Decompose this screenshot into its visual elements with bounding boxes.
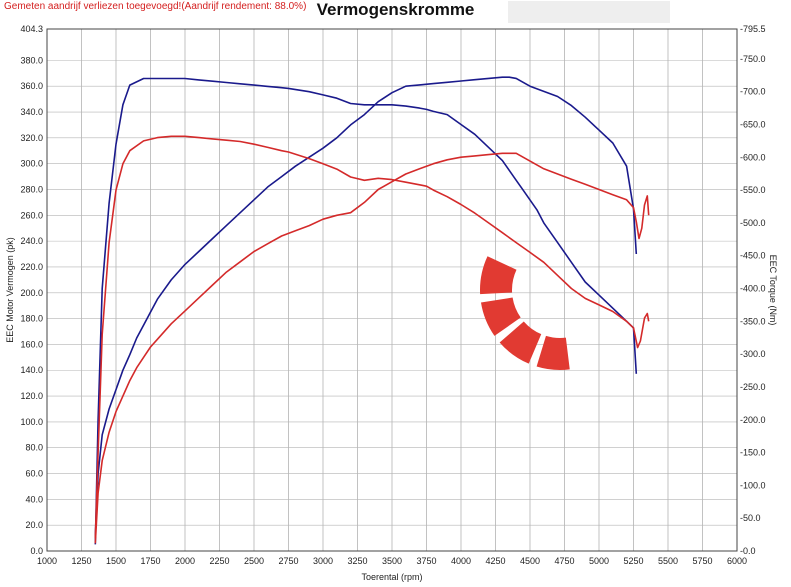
- stock-power-curve: [94, 152, 650, 544]
- y-tick-label-left: 100.0: [20, 417, 43, 427]
- y-tick-label-right: -750.0: [740, 54, 766, 64]
- y-tick-label-left: 380.0: [20, 55, 43, 65]
- y-tick-label-right: -700.0: [740, 87, 766, 97]
- y-tick-label-left: 200.0: [20, 288, 43, 298]
- y-tick-label-right: -650.0: [740, 119, 766, 129]
- y-tick-label-right: -500.0: [740, 218, 766, 228]
- y-tick-label-left: 240.0: [20, 236, 43, 246]
- y-tick-label-right: -0.0: [740, 546, 756, 556]
- logo-segment: [480, 297, 521, 336]
- logo-segment: [536, 335, 570, 370]
- y-tick-label-right: -550.0: [740, 185, 766, 195]
- chart-title: Vermogenskromme: [316, 0, 475, 19]
- x-tick-label: 5250: [623, 556, 643, 566]
- x-tick-label: 2000: [175, 556, 195, 566]
- x-tick-label: 4000: [451, 556, 471, 566]
- x-tick-label: 2500: [244, 556, 264, 566]
- y-tick-label-right: -450.0: [740, 251, 766, 261]
- y-tick-label-left: 300.0: [20, 159, 43, 169]
- plot-frame: [46, 28, 738, 552]
- x-tick-label: 5000: [589, 556, 609, 566]
- grid: [46, 28, 738, 552]
- y-tick-label-right: -200.0: [740, 415, 766, 425]
- x-axis-label: Toerental (rpm): [361, 572, 422, 582]
- x-tick-label: 6000: [727, 556, 747, 566]
- tuned-torque-curve: [94, 77, 638, 545]
- y-tick-label-right: -50.0: [740, 513, 761, 523]
- x-tick-label: 2750: [278, 556, 298, 566]
- y-tick-label-left: 260.0: [20, 210, 43, 220]
- x-tick-label: 4750: [554, 556, 574, 566]
- y-tick-label-left: 20.0: [25, 520, 43, 530]
- y-tick-label-right: -300.0: [740, 349, 766, 359]
- y-tick-label-right: -795.5: [740, 24, 766, 34]
- y-tick-label-left: 340.0: [20, 107, 43, 117]
- y-tick-label-left: 0.0: [30, 546, 43, 556]
- tuner-logo-icon: [480, 256, 570, 370]
- x-tick-label: 3500: [382, 556, 402, 566]
- logo-segment: [480, 256, 517, 295]
- x-tick-label: 5750: [692, 556, 712, 566]
- header-panel: [508, 1, 670, 23]
- y-tick-label-right: -350.0: [740, 316, 766, 326]
- x-tick-label: 3250: [347, 556, 367, 566]
- curves: [94, 76, 650, 545]
- y-tick-label-left: 120.0: [20, 391, 43, 401]
- y-tick-label-right: -600.0: [740, 152, 766, 162]
- y-tick-label-left: 280.0: [20, 184, 43, 194]
- x-tick-label: 1250: [71, 556, 91, 566]
- y-tick-label-left: 80.0: [25, 443, 43, 453]
- y-tick-label-right: -400.0: [740, 284, 766, 294]
- x-tick-label: 2250: [209, 556, 229, 566]
- y-axis-label-left: EEC Motor Vermogen (pk): [5, 237, 15, 343]
- x-tick-label: 3000: [313, 556, 333, 566]
- stock-torque-curve: [94, 135, 650, 538]
- y-tick-label-left: 220.0: [20, 262, 43, 272]
- y-tick-label-right: -250.0: [740, 382, 766, 392]
- x-tick-label: 5500: [658, 556, 678, 566]
- x-tick-label: 1750: [140, 556, 160, 566]
- y-tick-label-right: -100.0: [740, 480, 766, 490]
- y-tick-label-left: 320.0: [20, 133, 43, 143]
- x-tick-label: 3750: [416, 556, 436, 566]
- logo-segment: [499, 321, 542, 364]
- y-tick-label-left: 40.0: [25, 494, 43, 504]
- y-tick-label-left: 404.3: [20, 24, 43, 34]
- drivetrain-loss-notice: Gemeten aandrijf verliezen toegevoegd!(A…: [4, 1, 307, 12]
- y-tick-label-right: -150.0: [740, 448, 766, 458]
- tick-labels: 1000 1250 1500 1750 2000 2250 2500 2750 3000 3250…: [20, 24, 765, 566]
- y-axis-label-right: EEC Torque (Nm): [768, 255, 778, 326]
- y-tick-label-left: 160.0: [20, 339, 43, 349]
- x-tick-label: 1500: [106, 556, 126, 566]
- x-tick-label: 4500: [520, 556, 540, 566]
- y-tick-label-left: 140.0: [20, 365, 43, 375]
- y-tick-label-left: 180.0: [20, 314, 43, 324]
- y-tick-label-left: 360.0: [20, 81, 43, 91]
- tuned-power-curve: [94, 76, 638, 539]
- x-tick-label: 1000: [37, 556, 57, 566]
- x-tick-label: 4250: [485, 556, 505, 566]
- y-tick-label-left: 60.0: [25, 469, 43, 479]
